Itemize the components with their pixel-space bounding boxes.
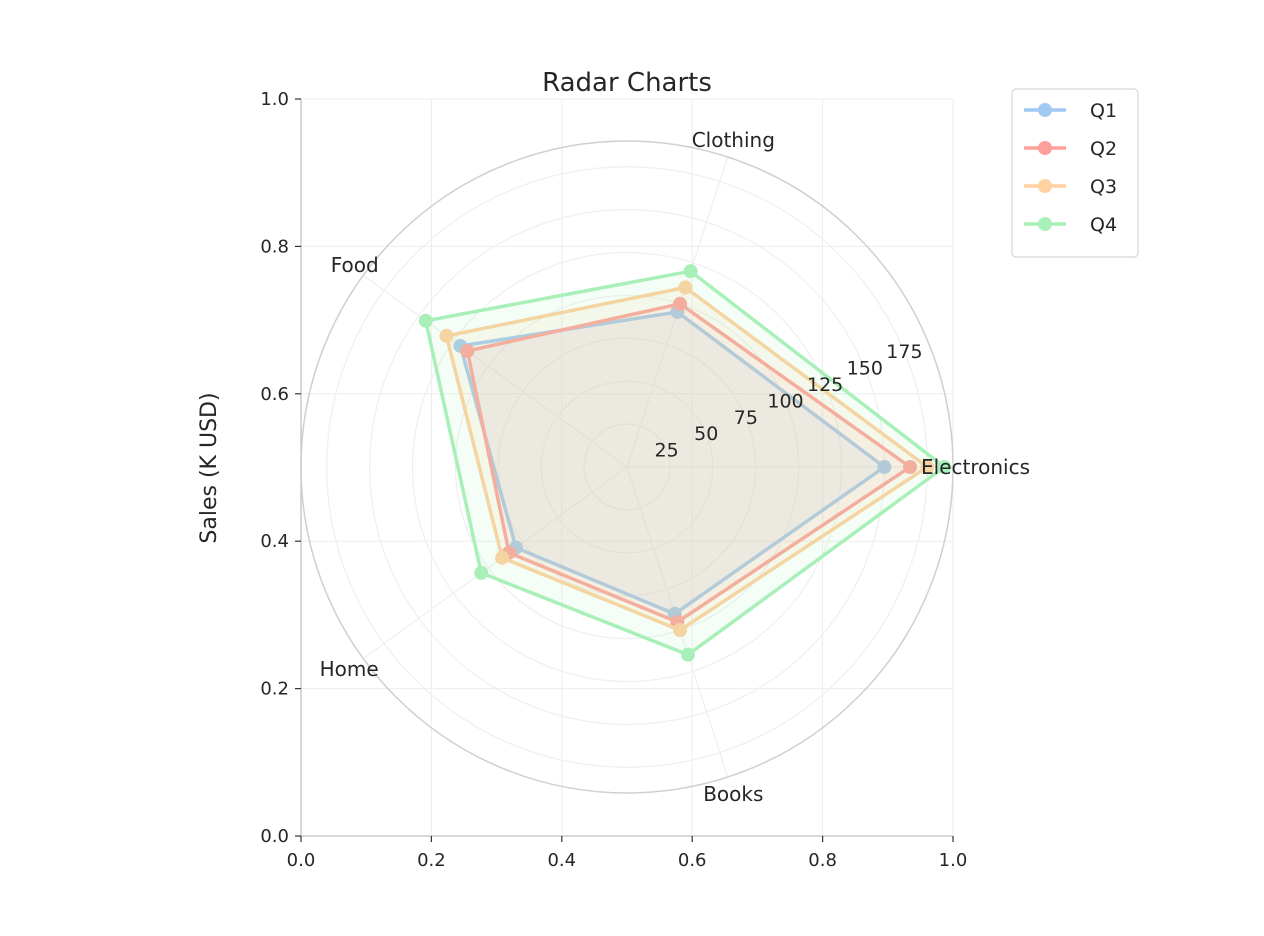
data-point <box>418 313 433 328</box>
radial-tick-label: 175 <box>886 341 922 363</box>
category-label: Clothing <box>692 128 775 152</box>
data-point <box>877 460 892 474</box>
spoke <box>362 274 628 468</box>
chart-title: Radar Charts <box>542 68 712 98</box>
data-point <box>937 460 952 474</box>
x-tick-label: 0.2 <box>417 850 446 871</box>
legend-marker <box>1038 217 1052 231</box>
radial-tick-label: 50 <box>694 423 718 445</box>
legend-label: Q4 <box>1090 214 1117 236</box>
x-tick-label: 0.6 <box>678 850 707 871</box>
series-line <box>465 302 912 624</box>
series-fill <box>460 312 885 614</box>
data-point <box>678 280 693 295</box>
x-tick-label: 0.0 <box>287 850 316 871</box>
data-point <box>920 460 935 474</box>
x-tick-label: 0.8 <box>808 850 837 871</box>
category-label: Books <box>703 782 763 806</box>
legend-entry-q2: Q2 <box>1024 138 1117 160</box>
data-point <box>474 565 489 580</box>
category-label: Home <box>320 657 379 681</box>
data-point <box>495 550 510 565</box>
y-tick-label: 0.4 <box>260 531 289 552</box>
data-point <box>460 344 475 359</box>
series-line <box>444 285 930 632</box>
radial-tick-label: 25 <box>655 440 679 462</box>
series-q2 <box>460 296 918 630</box>
y-axis-label: Sales (K USD) <box>197 392 222 543</box>
legend-box <box>1011 88 1139 258</box>
legend: Q1 Q2 Q3 Q4 <box>1011 88 1139 258</box>
data-point <box>903 460 918 474</box>
series-fill <box>425 271 945 655</box>
radial-tick-label: 125 <box>807 374 843 396</box>
legend-marker <box>1038 179 1052 193</box>
data-point <box>683 264 698 279</box>
series-line <box>423 269 947 657</box>
spoke <box>362 466 628 660</box>
legend-marker <box>1038 141 1052 155</box>
category-label: Electronics <box>921 455 1030 479</box>
y-tick-label: 0.6 <box>260 384 289 405</box>
polar-grid <box>300 140 954 794</box>
series-q4 <box>418 264 952 662</box>
x-tick-label: 0.4 <box>547 850 576 871</box>
legend-entry-q3: Q3 <box>1024 176 1117 198</box>
y-tick-label: 0.8 <box>260 236 289 257</box>
data-point <box>673 623 688 638</box>
data-point <box>673 296 688 311</box>
radial-tick-label: 150 <box>847 358 883 380</box>
data-point <box>680 647 695 662</box>
radial-tick-label: 75 <box>734 407 758 429</box>
series-q3 <box>439 280 935 638</box>
legend-marker <box>1038 103 1052 117</box>
legend-label: Q1 <box>1090 100 1117 122</box>
y-tick-label: 0.2 <box>260 679 289 700</box>
series-layer <box>418 264 952 662</box>
series-fill <box>467 303 911 622</box>
category-label: Food <box>331 253 379 277</box>
y-tick-label: 0.0 <box>260 826 289 847</box>
legend-entry-q1: Q1 <box>1024 100 1117 122</box>
legend-entry-q4: Q4 <box>1024 214 1117 236</box>
y-tick-label: 1.0 <box>260 89 289 110</box>
radial-tick-label: 100 <box>767 390 803 412</box>
x-tick-label: 1.0 <box>939 850 968 871</box>
outer-circle <box>300 140 954 794</box>
legend-label: Q3 <box>1090 176 1117 198</box>
data-point <box>439 328 454 343</box>
legend-label: Q2 <box>1090 138 1117 160</box>
